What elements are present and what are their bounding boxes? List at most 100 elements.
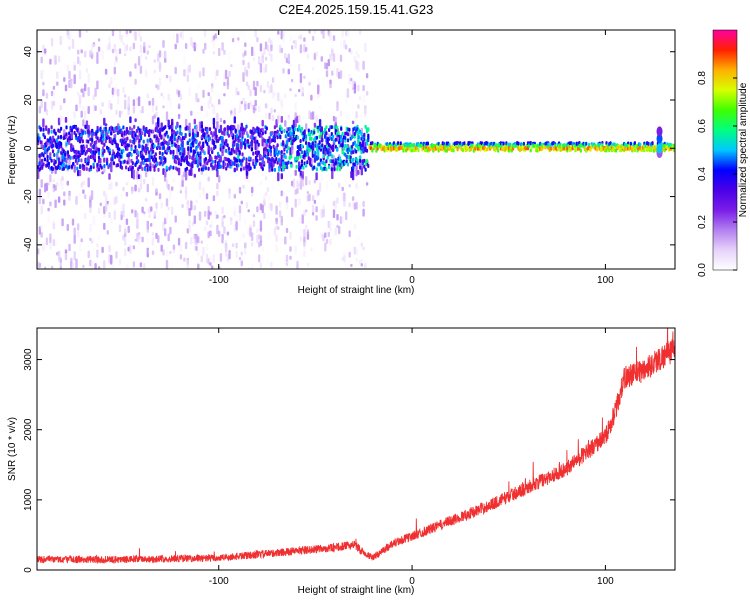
spectrogram-cell xyxy=(245,202,249,209)
spectrogram-cell xyxy=(61,35,64,41)
spectrogram-cell xyxy=(299,34,303,40)
spectrogram-cell xyxy=(42,68,45,76)
spectrogram-cell xyxy=(245,69,249,77)
spectrogram-cell xyxy=(207,166,210,171)
spectrogram-cell xyxy=(58,166,61,170)
spectrogram-cell xyxy=(81,131,84,136)
spectrogram-cell xyxy=(325,62,329,70)
spectrogram-cell xyxy=(221,42,224,51)
spectrogram-cell xyxy=(237,163,240,168)
spectrogram-cell xyxy=(365,73,369,79)
spectrogram-cell xyxy=(180,143,183,147)
colorbar: 0.0 0.2 0.4 0.6 0.8 Normalized spectral ampl… xyxy=(697,29,749,277)
spectrogram-cell xyxy=(264,64,268,73)
spectrogram-cell xyxy=(287,114,290,118)
spectrogram-cell xyxy=(334,128,337,133)
spectrogram-cell xyxy=(303,238,306,247)
spectrogram-cell xyxy=(314,143,317,148)
spectrogram-cell xyxy=(273,227,276,236)
spectrogram-cell xyxy=(261,254,264,263)
spectrogram-cell xyxy=(155,105,158,111)
spectrogram-cell xyxy=(103,149,106,153)
spectrogram-cell xyxy=(280,130,283,134)
spectrogram-cell xyxy=(317,84,320,95)
spectrogram-cell xyxy=(165,111,169,122)
spectrogram-cell xyxy=(160,92,163,97)
spectrogram-cell xyxy=(100,140,103,145)
spectrogram-cell xyxy=(181,204,184,208)
spectrogram-cell xyxy=(259,220,263,230)
spectrogram-cell xyxy=(162,105,165,109)
spectrogram-cell xyxy=(79,139,82,144)
spectrogram-cell xyxy=(160,134,163,139)
spectrogram-cell xyxy=(133,137,136,142)
spectrogram-cell xyxy=(332,53,336,62)
spectrogram-cell xyxy=(97,38,101,42)
spectrogram-cell xyxy=(190,200,193,211)
spectrogram-cell xyxy=(202,89,205,98)
spectrogram-cell xyxy=(348,230,351,238)
spectrogram-cell xyxy=(66,150,69,155)
spectrogram-cell xyxy=(99,202,102,207)
spectrogram-cell xyxy=(269,149,272,154)
spectrogram-cell xyxy=(116,163,119,168)
spectrogram-cell xyxy=(362,94,365,103)
spectrogram-cell xyxy=(78,243,82,252)
spectrogram-cell xyxy=(64,249,68,254)
spectrogram-cell xyxy=(364,167,367,172)
spectrogram-cell xyxy=(267,152,270,157)
spectrogram-cell xyxy=(177,167,180,172)
spectrogram-cell xyxy=(587,142,590,147)
spectrogram-cell xyxy=(242,59,245,66)
spectrogram-cell xyxy=(257,142,260,147)
spectrogram-cell xyxy=(47,207,50,212)
spectrogram-cell xyxy=(231,243,235,248)
spectrogram-cell xyxy=(127,108,130,116)
spectrogram-cell xyxy=(164,50,167,60)
spectrogram-cell xyxy=(317,149,320,154)
spectrogram-cell xyxy=(104,68,108,75)
spectrogram-cell xyxy=(102,132,105,137)
spectrogram-cell xyxy=(164,228,167,237)
spectrogram-cell xyxy=(221,136,224,141)
spectrogram-cell xyxy=(60,141,63,146)
spectrogram-cell xyxy=(139,136,143,141)
spectrogram-cell xyxy=(268,86,271,94)
spectrogram-cell xyxy=(191,156,194,161)
spectrogram-cell xyxy=(87,87,90,97)
spectrogram-cell xyxy=(356,158,359,163)
spectrogram-panel: -100 0 100 -40 -20 0 20 40 Height of straight … xyxy=(7,29,676,296)
spectrogram-cell xyxy=(289,34,292,42)
spectrogram-cell xyxy=(233,125,236,130)
spectrogram-cell xyxy=(305,141,308,145)
spectrogram-cell xyxy=(225,157,228,162)
spectrogram-cell xyxy=(54,160,57,164)
colorbar-tick-label: 0.2 xyxy=(697,215,708,229)
spectrogram-cell xyxy=(96,80,99,90)
spectrogram-cell xyxy=(355,238,358,243)
spectrogram-cell xyxy=(282,31,285,37)
spectrogram-cell xyxy=(273,94,276,103)
spectrogram-cell xyxy=(359,165,362,170)
spectrogram-cell xyxy=(237,91,240,96)
spectrogram-cell xyxy=(142,125,145,130)
spectrogram-cell xyxy=(332,146,335,151)
spectrogram-cell xyxy=(89,223,92,233)
spectrogram-cell xyxy=(329,81,332,89)
spectrogram-cell xyxy=(268,50,271,57)
spectrogram-cell xyxy=(287,68,290,75)
spectrogram-cell xyxy=(146,238,149,245)
spectrogram-cell xyxy=(115,125,118,130)
spectrogram-cell xyxy=(216,69,219,77)
spectrogram-cell xyxy=(180,138,183,143)
spectrogram-cell xyxy=(127,225,130,233)
spectrogram-cell xyxy=(81,139,84,144)
spectrogram-cell xyxy=(253,139,256,144)
spectrogram-cell xyxy=(276,129,279,134)
spectrogram-cell xyxy=(221,130,224,135)
spectrogram-cell xyxy=(125,218,129,225)
spectrogram-cell xyxy=(251,242,254,247)
spectrogram-cell xyxy=(254,87,257,96)
spectrogram-cell xyxy=(111,30,115,37)
spectrogram-cell xyxy=(357,84,360,92)
